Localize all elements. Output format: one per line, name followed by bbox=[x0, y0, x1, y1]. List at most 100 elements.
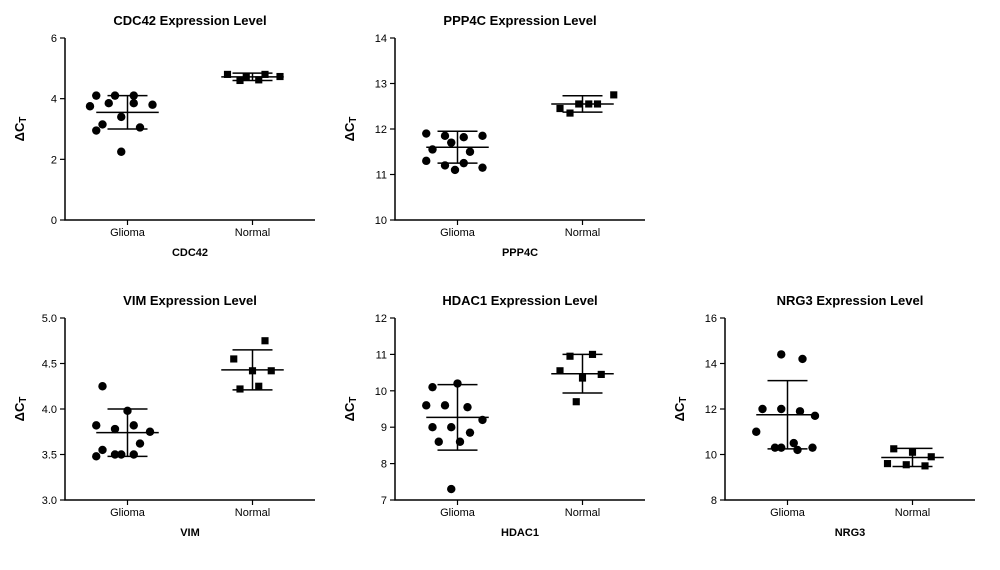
svg-text:13: 13 bbox=[375, 79, 387, 91]
data-point bbox=[86, 102, 94, 110]
data-point bbox=[478, 132, 486, 140]
data-point bbox=[909, 449, 916, 456]
data-point bbox=[463, 403, 471, 411]
data-point bbox=[585, 100, 592, 107]
data-point bbox=[261, 337, 268, 344]
svg-text:5.0: 5.0 bbox=[42, 313, 57, 325]
data-point bbox=[435, 438, 443, 446]
svg-text:4.5: 4.5 bbox=[42, 359, 57, 371]
svg-text:Glioma: Glioma bbox=[110, 227, 146, 239]
data-point bbox=[98, 120, 106, 128]
data-point bbox=[441, 401, 449, 409]
data-point bbox=[447, 423, 455, 431]
data-point bbox=[903, 461, 910, 468]
svg-text:12: 12 bbox=[705, 404, 717, 416]
data-point bbox=[589, 351, 596, 358]
x-axis-label: NRG3 bbox=[835, 527, 866, 539]
data-point bbox=[117, 113, 125, 121]
data-point bbox=[136, 439, 144, 447]
x-axis-label: HDAC1 bbox=[501, 527, 539, 539]
data-point bbox=[811, 412, 819, 420]
data-point bbox=[808, 443, 816, 451]
svg-text:Normal: Normal bbox=[235, 507, 270, 519]
data-point bbox=[460, 159, 468, 167]
svg-text:12: 12 bbox=[375, 124, 387, 136]
data-point bbox=[556, 105, 563, 112]
data-point bbox=[276, 73, 283, 80]
data-point bbox=[261, 71, 268, 78]
data-point bbox=[447, 138, 455, 146]
y-axis-label: ΔCT bbox=[12, 397, 29, 422]
data-point bbox=[136, 123, 144, 131]
data-point bbox=[230, 355, 237, 362]
data-point bbox=[98, 382, 106, 390]
panel-cell: 789101112GliomaNormalHDAC1ΔCTHDAC1 Expre… bbox=[340, 290, 660, 560]
data-point bbox=[243, 73, 250, 80]
data-point bbox=[123, 407, 131, 415]
chart-panel: 3.03.54.04.55.0GliomaNormalVIMΔCTVIM Exp… bbox=[10, 290, 330, 555]
data-point bbox=[466, 148, 474, 156]
svg-text:4.0: 4.0 bbox=[42, 404, 57, 416]
svg-text:10: 10 bbox=[375, 215, 387, 227]
panel-cell: 1011121314GliomaNormalPPP4CΔCTPPP4C Expr… bbox=[340, 10, 660, 280]
data-point bbox=[752, 428, 760, 436]
data-point bbox=[255, 383, 262, 390]
data-point bbox=[111, 425, 119, 433]
svg-text:11: 11 bbox=[376, 170, 387, 182]
svg-text:8: 8 bbox=[381, 459, 387, 471]
svg-text:Glioma: Glioma bbox=[440, 507, 476, 519]
data-point bbox=[447, 485, 455, 493]
panel-cell bbox=[670, 10, 990, 280]
data-point bbox=[268, 367, 275, 374]
data-point bbox=[98, 446, 106, 454]
svg-text:Glioma: Glioma bbox=[440, 227, 476, 239]
chart-grid: 0246GliomaNormalCDC42ΔCTCDC42 Expression… bbox=[10, 10, 990, 560]
data-point bbox=[428, 423, 436, 431]
data-point bbox=[441, 132, 449, 140]
data-point bbox=[148, 101, 156, 109]
svg-text:4: 4 bbox=[51, 94, 57, 106]
svg-text:Normal: Normal bbox=[565, 507, 600, 519]
data-point bbox=[130, 450, 138, 458]
svg-text:9: 9 bbox=[381, 422, 387, 434]
panel-cell: 3.03.54.04.55.0GliomaNormalVIMΔCTVIM Exp… bbox=[10, 290, 330, 560]
svg-text:16: 16 bbox=[705, 313, 717, 325]
y-axis-label: ΔCT bbox=[672, 397, 689, 422]
data-point bbox=[884, 460, 891, 467]
data-point bbox=[92, 91, 100, 99]
data-point bbox=[422, 129, 430, 137]
chart-title: PPP4C Expression Level bbox=[443, 13, 596, 28]
data-point bbox=[777, 405, 785, 413]
svg-text:10: 10 bbox=[375, 386, 387, 398]
chart-title: CDC42 Expression Level bbox=[113, 13, 266, 28]
data-point bbox=[594, 100, 601, 107]
data-point bbox=[890, 445, 897, 452]
svg-text:7: 7 bbox=[381, 495, 387, 507]
data-point bbox=[130, 99, 138, 107]
svg-text:6: 6 bbox=[51, 33, 57, 45]
data-point bbox=[92, 421, 100, 429]
y-axis-label: ΔCT bbox=[342, 117, 359, 142]
data-point bbox=[236, 385, 243, 392]
data-point bbox=[478, 416, 486, 424]
data-point bbox=[777, 350, 785, 358]
svg-text:Normal: Normal bbox=[895, 507, 930, 519]
data-point bbox=[105, 99, 113, 107]
y-axis-label: ΔCT bbox=[342, 397, 359, 422]
data-point bbox=[456, 438, 464, 446]
svg-text:11: 11 bbox=[376, 349, 387, 361]
data-point bbox=[758, 405, 766, 413]
data-point bbox=[466, 428, 474, 436]
data-point bbox=[130, 91, 138, 99]
svg-text:0: 0 bbox=[51, 215, 57, 227]
data-point bbox=[796, 407, 804, 415]
chart-panel: 0246GliomaNormalCDC42ΔCTCDC42 Expression… bbox=[10, 10, 330, 275]
svg-text:14: 14 bbox=[375, 33, 387, 45]
svg-text:8: 8 bbox=[711, 495, 717, 507]
svg-text:2: 2 bbox=[51, 154, 57, 166]
data-point bbox=[793, 446, 801, 454]
data-point bbox=[428, 383, 436, 391]
data-point bbox=[441, 161, 449, 169]
panel-cell: 810121416GliomaNormalNRG3ΔCTNRG3 Express… bbox=[670, 290, 990, 560]
svg-text:10: 10 bbox=[705, 450, 717, 462]
